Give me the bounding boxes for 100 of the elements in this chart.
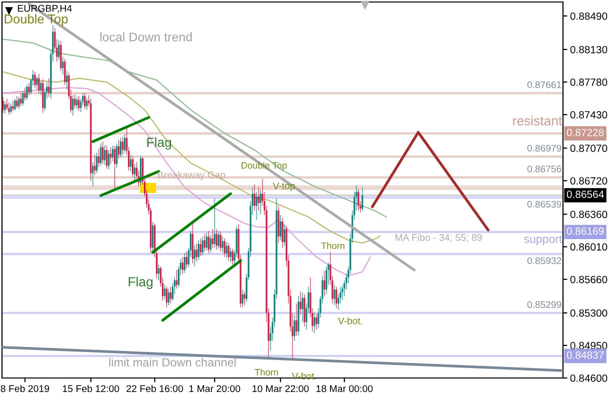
y-tick-label: 0.86010 <box>570 243 608 251</box>
candlestick <box>336 286 338 308</box>
candlestick <box>214 198 216 248</box>
candlestick <box>294 314 296 342</box>
candlestick <box>12 100 14 112</box>
candlestick <box>60 40 62 72</box>
candlestick <box>66 70 68 90</box>
annotation: Flag <box>128 276 152 290</box>
y-tick-label: 0.85300 <box>570 309 608 317</box>
candlestick <box>314 312 316 334</box>
chart-title: EURGBP,H4 <box>18 4 72 13</box>
y-tick-label: 0.87070 <box>570 144 608 152</box>
candlestick <box>26 84 28 100</box>
candlestick <box>206 232 208 251</box>
annotation: MA Fibo - 34; 55; 89 <box>395 234 482 242</box>
candlestick <box>228 242 230 262</box>
candlestick <box>10 103 12 114</box>
annotation: V-bot. <box>338 317 362 324</box>
candlestick <box>24 87 26 101</box>
candlestick <box>76 96 78 110</box>
candlestick <box>8 102 10 115</box>
candlestick <box>326 266 328 295</box>
candlestick <box>64 58 66 86</box>
candlestick <box>220 232 222 252</box>
ref-line-label: 0.86539 <box>527 200 562 208</box>
ref-line-label: 0.86756 <box>527 166 562 172</box>
candlestick <box>208 230 210 254</box>
candlestick <box>158 264 160 281</box>
ref-line-label: 0.87661 <box>527 81 562 88</box>
candlestick <box>182 256 184 274</box>
candlestick <box>282 218 284 248</box>
candlestick <box>176 270 178 289</box>
candlestick <box>152 221 154 251</box>
candlestick <box>84 92 86 110</box>
candlestick <box>110 146 112 164</box>
candlestick <box>2 96 4 114</box>
annotation: resistant <box>513 116 562 126</box>
candlestick <box>16 96 18 108</box>
candlestick <box>362 186 364 211</box>
annotation: V-top <box>272 182 295 192</box>
candlestick <box>184 253 186 274</box>
candlestick <box>334 284 336 306</box>
candlestick <box>40 80 42 96</box>
candlestick <box>256 192 258 220</box>
candlestick <box>72 94 74 116</box>
candlestick <box>244 291 246 306</box>
candlestick <box>134 164 136 181</box>
candlestick <box>232 248 234 265</box>
candlestick <box>38 73 40 94</box>
candlestick <box>202 236 204 256</box>
candlestick <box>324 270 326 296</box>
candlestick <box>102 141 104 164</box>
candlestick <box>122 136 124 155</box>
ref-line-label: 0.85932 <box>527 257 562 264</box>
candlestick <box>98 148 100 168</box>
annotation: support <box>524 236 562 246</box>
candlestick <box>200 238 202 256</box>
ref-line-label: 0.85299 <box>527 301 562 308</box>
candlestick <box>218 230 220 249</box>
candlestick <box>196 242 198 262</box>
ref-line-label: 0.86564 <box>566 190 604 198</box>
ref-line-label: 0.86979 <box>527 144 562 152</box>
candlestick <box>18 96 20 110</box>
candlestick <box>226 242 228 258</box>
x-tick-label: 10 Mar 22:00 <box>252 385 309 392</box>
candlestick <box>48 78 50 98</box>
candlestick <box>212 228 214 248</box>
annotation: Thorn <box>321 242 344 249</box>
annotation: local Down trend <box>100 32 192 42</box>
candlestick <box>170 286 172 304</box>
candlestick <box>222 236 224 253</box>
x-tick-label: 18 Mar 00:00 <box>316 385 373 392</box>
candlestick <box>186 251 188 268</box>
y-tick-label: 0.86360 <box>570 210 608 218</box>
candlestick <box>342 284 344 300</box>
y-tick-label: 0.85660 <box>570 276 608 284</box>
ref-line-label: 0.86169 <box>566 227 604 235</box>
candlestick <box>104 145 106 166</box>
candlestick <box>96 152 98 174</box>
x-tick-label: 8 Feb 2019 <box>0 384 50 392</box>
ref-line-label: 0.84837 <box>566 351 604 359</box>
candlestick <box>116 143 118 168</box>
y-tick-label: 0.86720 <box>570 177 608 185</box>
candlestick <box>6 98 8 110</box>
candlestick <box>58 40 60 60</box>
candlestick <box>254 184 256 211</box>
y-tick-label: 0.84950 <box>570 342 608 350</box>
candlestick <box>302 292 304 322</box>
candlestick <box>316 314 318 330</box>
annotation: Flag <box>147 137 172 150</box>
candlestick <box>358 188 360 211</box>
x-tick-label: 15 Feb 12:00 <box>62 384 120 392</box>
candlestick <box>100 143 102 166</box>
candlestick <box>194 244 196 267</box>
candlestick <box>166 286 168 308</box>
ref-line-label: 0.87228 <box>566 128 604 136</box>
annotation: limit main Down channel <box>109 358 236 367</box>
x-tick-label: 22 Feb 16:00 <box>126 384 183 392</box>
candlestick <box>280 214 282 241</box>
y-tick-label: 0.88130 <box>570 46 608 54</box>
